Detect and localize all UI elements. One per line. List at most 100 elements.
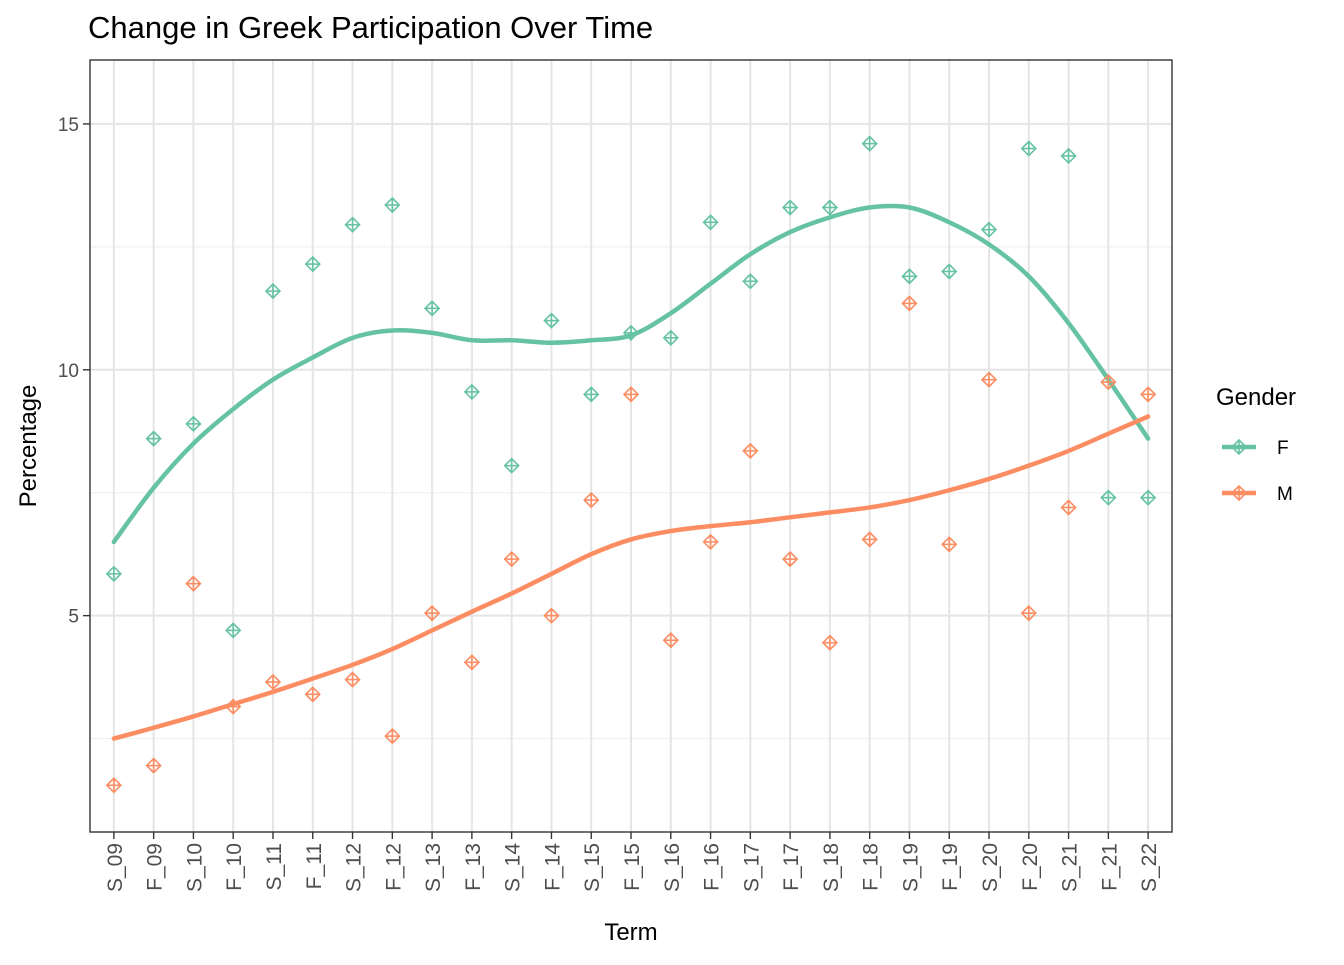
point-m-s_13 xyxy=(423,605,441,622)
marker-diamond xyxy=(1100,489,1117,506)
legend-title: Gender xyxy=(1216,384,1296,411)
marker-diamond xyxy=(185,575,202,592)
point-f-f_21 xyxy=(1100,489,1117,506)
marker-diamond xyxy=(1139,489,1157,506)
point-f-f_14 xyxy=(543,312,560,329)
x-tick-label-s_20: S_20 xyxy=(979,843,1002,892)
point-f-s_11 xyxy=(264,282,282,300)
point-f-s_13 xyxy=(423,300,441,317)
point-m-s_12 xyxy=(344,671,361,688)
marker-diamond xyxy=(463,383,481,401)
x-tick-label-f_14: F_14 xyxy=(541,843,564,891)
point-f-f_13 xyxy=(463,383,481,401)
x-tick-label-s_11: S_11 xyxy=(263,843,286,891)
marker-diamond xyxy=(662,329,679,346)
marker-diamond xyxy=(702,214,719,231)
y-axis-label: Percentage xyxy=(15,385,42,508)
x-tick-label-s_09: S_09 xyxy=(104,843,127,892)
x-tick-label-f_15: F_15 xyxy=(621,843,644,891)
marker-diamond xyxy=(821,199,839,216)
point-f-s_21 xyxy=(1060,147,1077,165)
marker-diamond xyxy=(344,671,361,688)
point-m-s_09 xyxy=(105,777,122,794)
legend: Gender F M xyxy=(1216,384,1296,505)
legend-key-marker xyxy=(1230,438,1248,456)
marker-diamond xyxy=(742,273,759,290)
point-m-f_15 xyxy=(622,386,640,403)
point-f-s_15 xyxy=(583,386,600,403)
point-f-f_09 xyxy=(145,430,162,447)
marker-diamond xyxy=(781,199,799,216)
point-f-f_20 xyxy=(1020,140,1037,157)
marker-diamond xyxy=(384,727,401,745)
x-tick-label-s_13: S_13 xyxy=(422,843,445,892)
x-tick-label-s_10: S_10 xyxy=(183,843,206,892)
x-tick-label-f_10: F_10 xyxy=(223,843,246,891)
data-points xyxy=(105,135,1157,794)
marker-diamond xyxy=(304,255,321,273)
marker-diamond xyxy=(1060,499,1077,516)
point-f-f_11 xyxy=(304,255,321,273)
marker-diamond xyxy=(145,757,162,774)
x-tick-label-s_21: S_21 xyxy=(1059,843,1082,892)
marker-diamond xyxy=(980,371,998,388)
point-f-f_10 xyxy=(225,622,242,639)
point-f-s_18 xyxy=(821,199,839,216)
chart-title: Change in Greek Participation Over Time xyxy=(88,10,653,45)
point-m-f_14 xyxy=(543,607,560,624)
point-m-f_11 xyxy=(304,686,321,703)
point-f-s_10 xyxy=(185,415,202,433)
point-f-f_18 xyxy=(861,135,878,152)
point-f-s_09 xyxy=(105,565,122,582)
x-tick-label-f_09: F_09 xyxy=(144,843,167,891)
x-tick-label-s_15: S_15 xyxy=(581,843,604,892)
point-f-f_15 xyxy=(622,324,640,342)
point-m-s_15 xyxy=(583,491,600,509)
point-m-s_14 xyxy=(503,550,520,568)
x-tick-label-f_17: F_17 xyxy=(780,843,803,891)
point-f-f_19 xyxy=(941,263,958,280)
point-f-f_12 xyxy=(384,196,401,214)
marker-diamond xyxy=(503,457,520,474)
point-f-f_16 xyxy=(702,214,719,231)
x-tick-label-f_16: F_16 xyxy=(701,843,724,891)
legend-label: F xyxy=(1277,438,1289,459)
point-m-f_13 xyxy=(463,654,481,671)
point-m-f_12 xyxy=(384,727,401,745)
x-tick-label-s_17: S_17 xyxy=(740,843,763,892)
point-m-s_16 xyxy=(662,632,679,649)
marker-diamond xyxy=(781,550,799,568)
point-m-f_17 xyxy=(781,550,799,568)
point-f-s_12 xyxy=(344,216,361,233)
grid-layer xyxy=(90,60,1172,832)
axes: 5 10 15 S_09 F_09 S_10 F_10 S_11 F_11 S_12 F_12 S_1… xyxy=(58,115,1161,892)
point-m-f_19 xyxy=(941,536,958,553)
point-m-s_22 xyxy=(1139,386,1157,403)
point-m-s_21 xyxy=(1060,499,1077,516)
legend-item-m: M xyxy=(1222,484,1293,505)
legend-label: M xyxy=(1277,484,1293,505)
x-tick-label-s_18: S_18 xyxy=(820,843,843,892)
point-f-s_14 xyxy=(503,457,520,474)
point-m-s_18 xyxy=(821,634,839,651)
point-m-f_20 xyxy=(1020,605,1037,622)
point-m-f_18 xyxy=(861,531,878,548)
marker-diamond xyxy=(1020,140,1037,157)
point-m-f_16 xyxy=(702,533,719,551)
marker-diamond xyxy=(423,605,441,622)
marker-diamond xyxy=(901,268,918,285)
marker-diamond xyxy=(463,654,481,671)
marker-diamond xyxy=(185,415,202,433)
x-axis-label: Term xyxy=(604,919,657,946)
x-tick-label-f_12: F_12 xyxy=(382,843,405,891)
marker-diamond xyxy=(861,531,878,548)
point-f-s_19 xyxy=(901,268,918,285)
y-tick-label: 10 xyxy=(58,361,79,382)
point-f-s_20 xyxy=(980,221,998,238)
point-f-f_17 xyxy=(781,199,799,216)
legend-key-marker xyxy=(1230,484,1248,502)
x-tick-label-s_16: S_16 xyxy=(661,843,684,892)
point-m-s_17 xyxy=(742,442,759,460)
y-tick-label: 15 xyxy=(58,115,79,136)
